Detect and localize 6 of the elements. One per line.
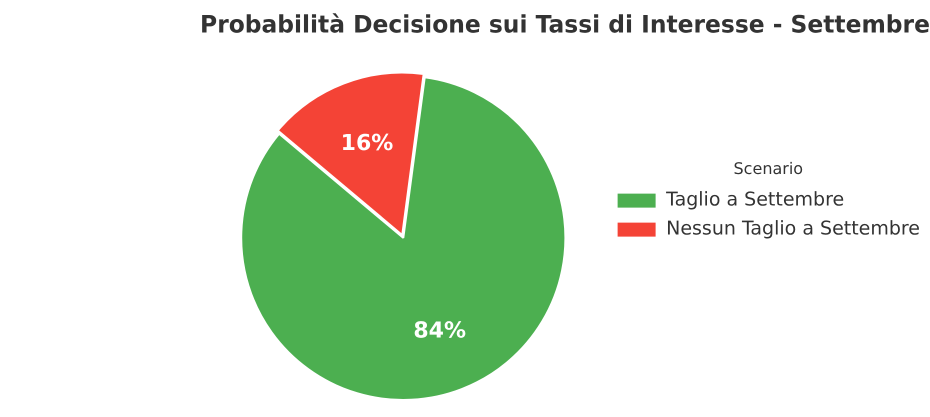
data-label: 84% [413, 318, 466, 344]
data-label: 16% [340, 130, 394, 156]
legend-title: Scenario [734, 159, 804, 178]
legend-label: Taglio a Settembre [665, 188, 844, 211]
legend-label: Nessun Taglio a Settembre [666, 218, 920, 240]
chart-title: Probabilità Decisione sui Tassi di Interesse - Settembre [200, 10, 930, 39]
